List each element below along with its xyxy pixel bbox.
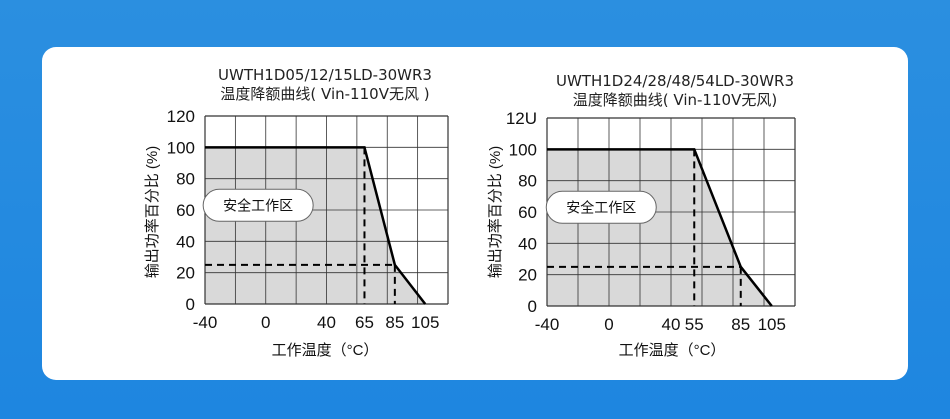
chart2-y-tick-label: 40 bbox=[518, 234, 537, 253]
chart2-x-tick-label: 105 bbox=[758, 315, 786, 334]
chart2-safe-area-fill bbox=[547, 149, 772, 306]
chart2-annotation-pill bbox=[545, 190, 657, 224]
chart1-x-axis-label: 工作温度（°C） bbox=[272, 342, 379, 359]
chart1-safe-area-fill bbox=[205, 147, 426, 304]
chart2-x-tick-label: 0 bbox=[604, 315, 613, 334]
chart1-y-tick-label: 20 bbox=[176, 264, 195, 283]
chart2-y-tick-label: 20 bbox=[518, 266, 537, 285]
chart2-derating-curve bbox=[547, 148, 773, 307]
chart2-x-tick-label: 40 bbox=[662, 315, 681, 334]
chart2-title: UWTH1D24/28/48/54LD-30WR3 bbox=[555, 72, 795, 90]
chart1-title-block: UWTH1D05/12/15LD-30WR3 温度降额曲线( Vin-110V无… bbox=[205, 66, 445, 104]
chart1-annotation-text: 安全工作区 bbox=[223, 197, 293, 213]
chart2-x-axis-label: 工作温度（°C） bbox=[619, 342, 726, 359]
chart1-y-tick-label: 40 bbox=[176, 232, 195, 251]
chart1-y-tick-label: 80 bbox=[176, 170, 195, 189]
chart1-annotation-pill bbox=[202, 188, 314, 222]
chart1-x-tick-label: 0 bbox=[261, 313, 270, 332]
chart1-x-tick-label: -40 bbox=[193, 313, 218, 332]
chart1-y-tick-label: 120 bbox=[167, 107, 195, 126]
chart1-x-tick-label: 85 bbox=[385, 313, 404, 332]
chart2-title-block: UWTH1D24/28/48/54LD-30WR3 温度降额曲线( Vin-11… bbox=[540, 72, 810, 110]
chart1-subtitle: 温度降额曲线( Vin-110V无风 ) bbox=[220, 85, 430, 103]
chart1-x-tick-label: 40 bbox=[317, 313, 336, 332]
chart1-title: UWTH1D05/12/15LD-30WR3 bbox=[218, 66, 432, 84]
chart2-x-tick-label: 55 bbox=[685, 315, 704, 334]
chart2-annotation-text: 安全工作区 bbox=[566, 199, 636, 215]
chart1-x-tick-label: 105 bbox=[411, 313, 439, 332]
chart2-y-tick-label: 12U bbox=[506, 109, 537, 128]
chart1-y-tick-label: 60 bbox=[176, 201, 195, 220]
chart2-x-tick-label: -40 bbox=[535, 315, 560, 334]
chart2-y-axis-label: 输出功率百分比 (%) bbox=[487, 146, 504, 279]
chart1-y-tick-label: 0 bbox=[186, 295, 195, 314]
chart2-subtitle: 温度降额曲线( Vin-110V无风) bbox=[572, 91, 778, 109]
chart1-derating-curve bbox=[205, 146, 427, 305]
chart1-y-axis-label: 输出功率百分比 (%) bbox=[144, 146, 161, 279]
chart2-y-tick-label: 80 bbox=[518, 172, 537, 191]
chart2-y-tick-label: 60 bbox=[518, 203, 537, 222]
chart1-x-tick-label: 65 bbox=[355, 313, 374, 332]
chart2-y-tick-label: 0 bbox=[528, 297, 537, 316]
chart2-x-tick-label: 85 bbox=[731, 315, 750, 334]
chart1-y-tick-label: 100 bbox=[167, 138, 195, 157]
chart2-y-tick-label: 100 bbox=[509, 140, 537, 159]
